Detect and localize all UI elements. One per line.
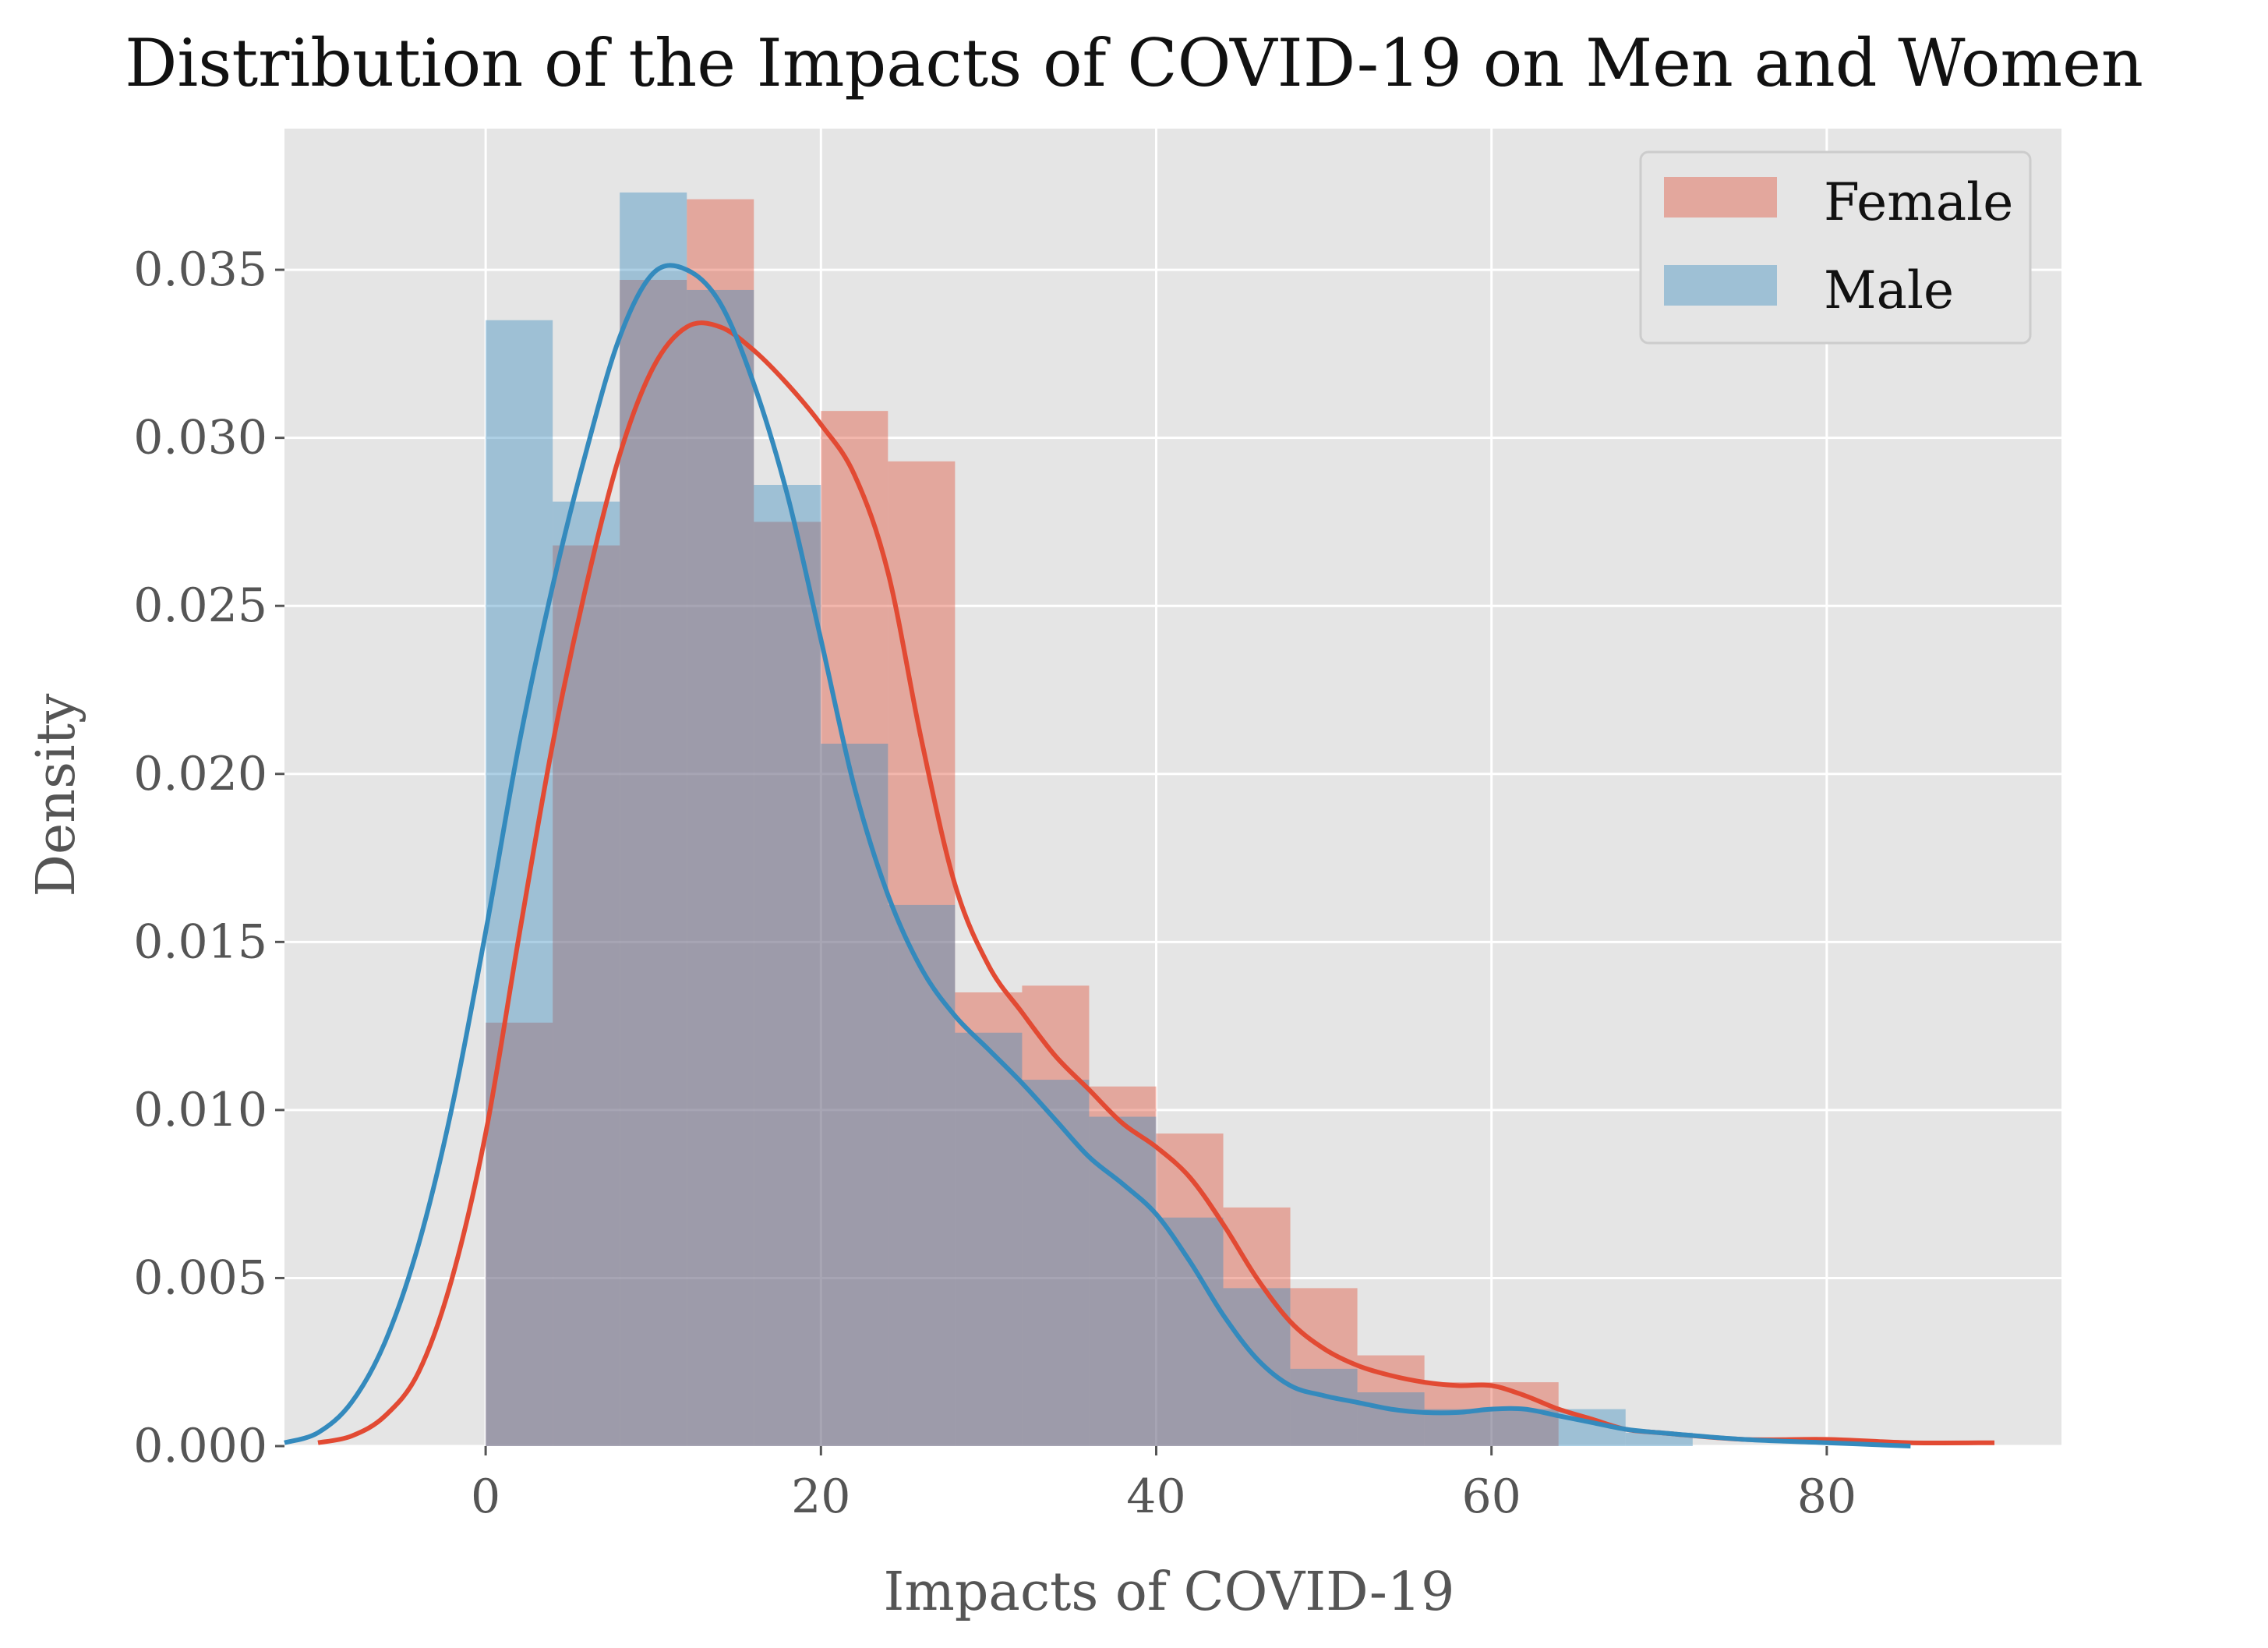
hist-bar-male [754, 484, 821, 1447]
hist-bar-female [620, 280, 687, 1446]
hist-bar-male [486, 320, 553, 1447]
histogram-bars [486, 192, 1693, 1447]
legend-box [1639, 150, 2032, 345]
hist-bar-female [821, 411, 888, 1447]
x-tick-label: 60 [1461, 1469, 1521, 1524]
y-tick-label: 0.025 [133, 578, 267, 633]
hist-bar-female [486, 1022, 553, 1446]
y-tick-label: 0.020 [133, 747, 267, 801]
hist-bar-male [1290, 1368, 1358, 1446]
chart-title: Distribution of the Impacts of COVID-19 … [125, 25, 2143, 101]
hist-bar-female [1156, 1133, 1224, 1446]
plot-area [284, 129, 2061, 1446]
hist-bar-female [955, 992, 1023, 1446]
legend-label-male: Male [1824, 260, 1954, 320]
hist-bar-male [687, 289, 754, 1447]
y-tick-label: 0.035 [133, 242, 267, 297]
hist-bar-male [1357, 1392, 1425, 1446]
legend: Female Male [1639, 150, 2032, 345]
hist-bar-female [1290, 1288, 1358, 1446]
y-tick-label: 0.030 [133, 411, 267, 465]
y-axis-label: Density [26, 693, 87, 897]
legend-swatch-male [1664, 265, 1777, 306]
hist-bar-male [1223, 1288, 1291, 1446]
kde-curves [284, 263, 1995, 1448]
grid-lines [284, 129, 2061, 1448]
x-tick-label: 40 [1126, 1469, 1185, 1524]
x-axis-label: Impacts of COVID-19 [884, 1561, 1455, 1623]
y-tick-label: 0.000 [133, 1419, 267, 1473]
y-tick-label: 0.010 [133, 1083, 267, 1137]
hist-bar-female [754, 522, 821, 1446]
hist-bar-male [553, 501, 620, 1446]
y-tick-label: 0.015 [133, 914, 267, 969]
hist-bar-female [687, 199, 754, 1446]
hist-bar-female [1223, 1207, 1291, 1446]
hist-bar-male [1089, 1116, 1157, 1446]
axis-ticks: 0 20 40 60 80 0.000 0.005 0.010 0.015 0.020 0.025 0… [133, 242, 1856, 1524]
kde-line-female [317, 320, 1995, 1446]
y-tick-label: 0.005 [133, 1250, 267, 1305]
hist-bar-male [1156, 1217, 1224, 1446]
hist-bar-male [1022, 1080, 1090, 1446]
hist-bar-male [1424, 1409, 1492, 1446]
legend-swatch-female [1664, 177, 1777, 217]
hist-bar-male [620, 192, 687, 1446]
hist-bar-male [888, 904, 956, 1446]
hist-bar-female [1089, 1086, 1157, 1446]
hist-bar-female [1022, 985, 1090, 1446]
hist-bar-male [955, 1032, 1023, 1446]
x-tick-label: 80 [1797, 1469, 1856, 1524]
x-tick-label: 0 [471, 1469, 500, 1524]
x-tick-label: 20 [791, 1469, 850, 1524]
kde-line-male [284, 263, 1911, 1448]
hist-bar-male [821, 743, 888, 1446]
legend-label-female: Female [1824, 172, 2013, 232]
